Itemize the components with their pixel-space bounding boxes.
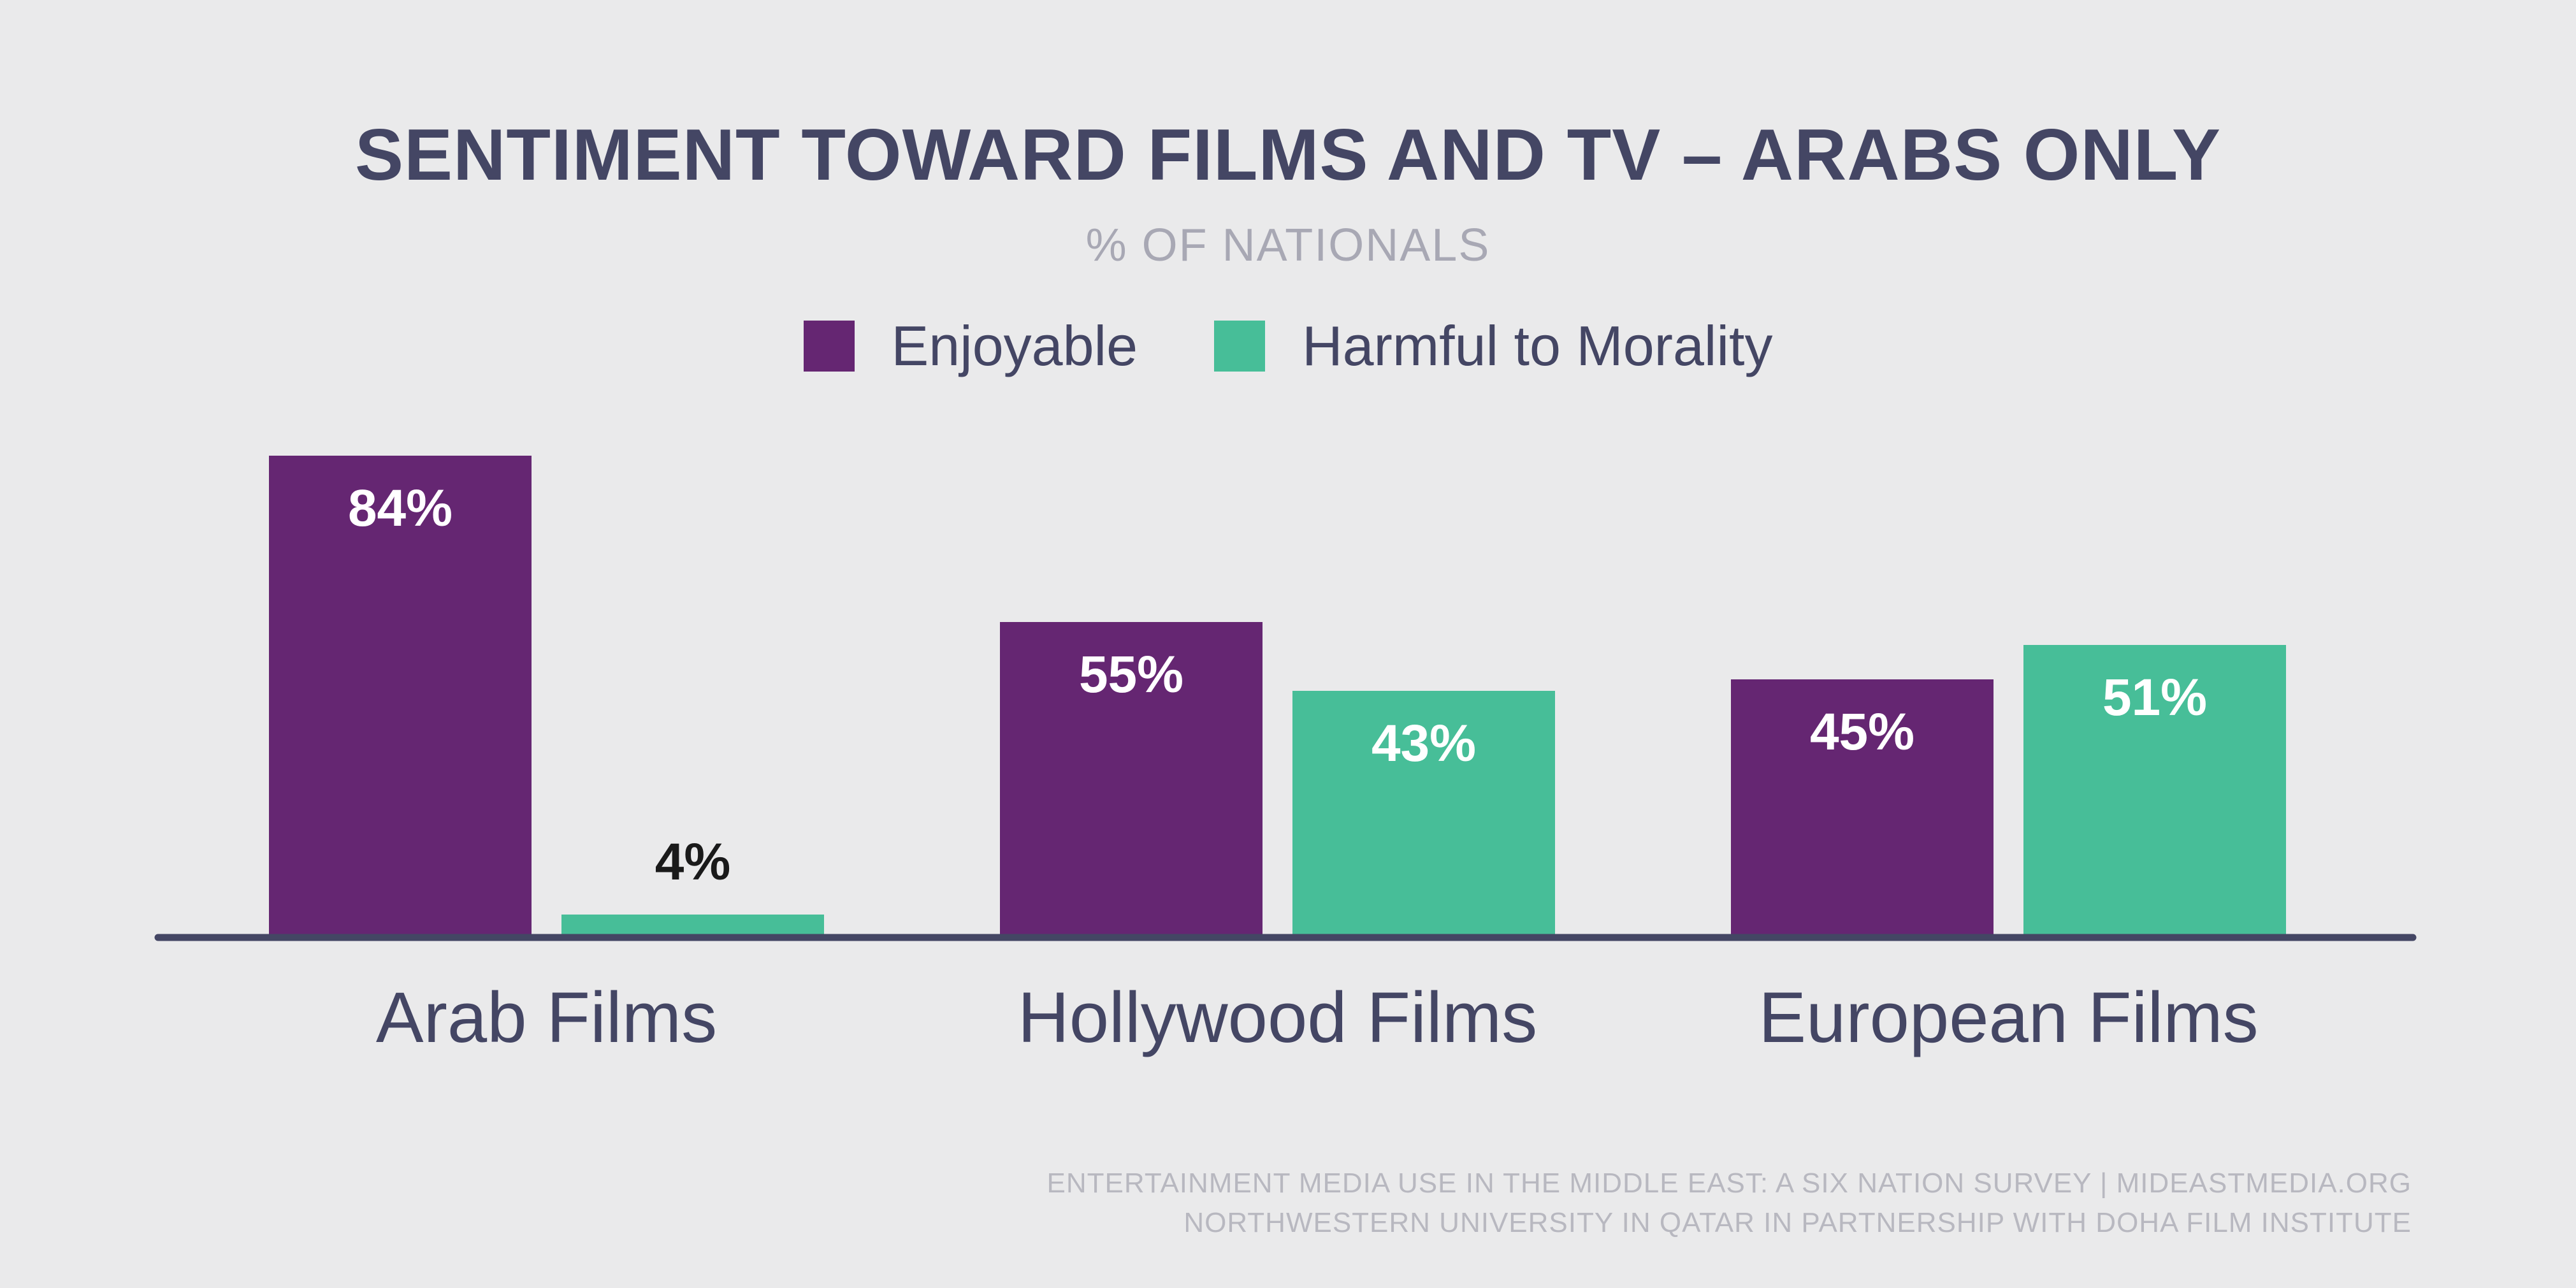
data-label-arab-films-harmful-to-morality: 4% bbox=[655, 833, 731, 891]
footer-line-1: ENTERTAINMENT MEDIA USE IN THE MIDDLE EA… bbox=[1046, 1168, 2412, 1199]
bar-arab-films-harmful-to-morality bbox=[561, 915, 824, 937]
data-label-arab-films-enjoyable: 84% bbox=[348, 479, 452, 537]
data-label-hollywood-films-harmful-to-morality: 43% bbox=[1371, 714, 1476, 772]
footer-line-2: NORTHWESTERN UNIVERSITY IN QATAR IN PART… bbox=[1183, 1207, 2412, 1238]
legend-label-harmful: Harmful to Morality bbox=[1302, 314, 1773, 377]
chart-title: SENTIMENT TOWARD FILMS AND TV – ARABS ON… bbox=[354, 115, 2221, 196]
category-label-hollywood-films: Hollywood Films bbox=[1018, 978, 1537, 1057]
category-label-arab-films: Arab Films bbox=[376, 978, 717, 1057]
source-footer: ENTERTAINMENT MEDIA USE IN THE MIDDLE EA… bbox=[1047, 1164, 2412, 1243]
chart-subtitle: % OF NATIONALS bbox=[1085, 220, 1491, 271]
data-label-european-films-enjoyable: 45% bbox=[1810, 703, 1914, 761]
legend: Enjoyable Harmful to Morality bbox=[0, 314, 2576, 377]
bar-european-films-harmful-to-morality bbox=[2023, 645, 2286, 937]
bar-european-films-enjoyable bbox=[1731, 679, 1994, 937]
data-label-european-films-harmful-to-morality: 51% bbox=[2102, 669, 2207, 727]
legend-swatch-enjoyable bbox=[803, 321, 855, 372]
legend-item-enjoyable: Enjoyable bbox=[803, 314, 1138, 379]
bar-hollywood-films-enjoyable bbox=[1000, 622, 1263, 937]
category-label-european-films: European Films bbox=[1758, 978, 2258, 1057]
legend-label-enjoyable: Enjoyable bbox=[891, 314, 1138, 377]
data-label-hollywood-films-enjoyable: 55% bbox=[1079, 646, 1183, 704]
bar-hollywood-films-harmful-to-morality bbox=[1292, 691, 1555, 937]
legend-swatch-harmful bbox=[1214, 321, 1266, 372]
bar-arab-films-enjoyable bbox=[269, 456, 532, 937]
legend-item-harmful: Harmful to Morality bbox=[1214, 314, 1772, 379]
